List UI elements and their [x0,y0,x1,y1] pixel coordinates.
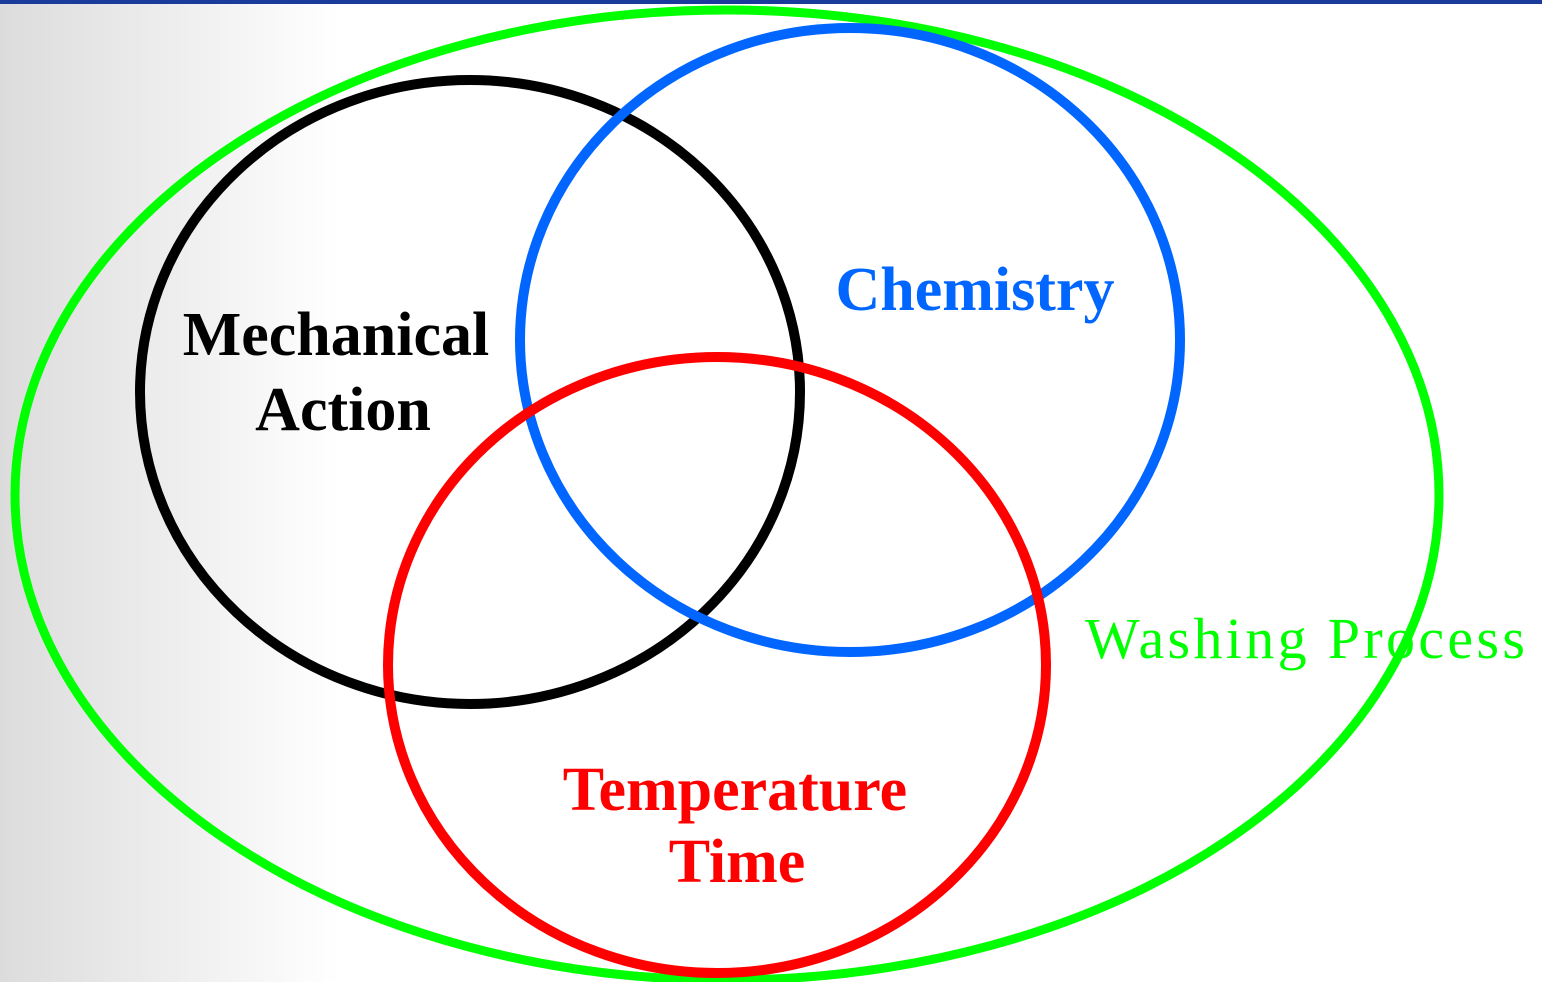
outer-ellipse [10,5,1444,982]
mechanical-ellipse [135,75,805,709]
set-label: Action [255,376,431,444]
outer-label: Washing Process [1085,606,1525,671]
chemistry-ellipse [515,23,1185,657]
temperature-ellipse [383,352,1051,978]
top-rule [0,0,1542,4]
set-label: Temperature [563,756,907,824]
set-label: Chemistry [836,256,1115,324]
set-label: Mechanical [183,301,490,369]
set-label: Time [669,828,806,896]
